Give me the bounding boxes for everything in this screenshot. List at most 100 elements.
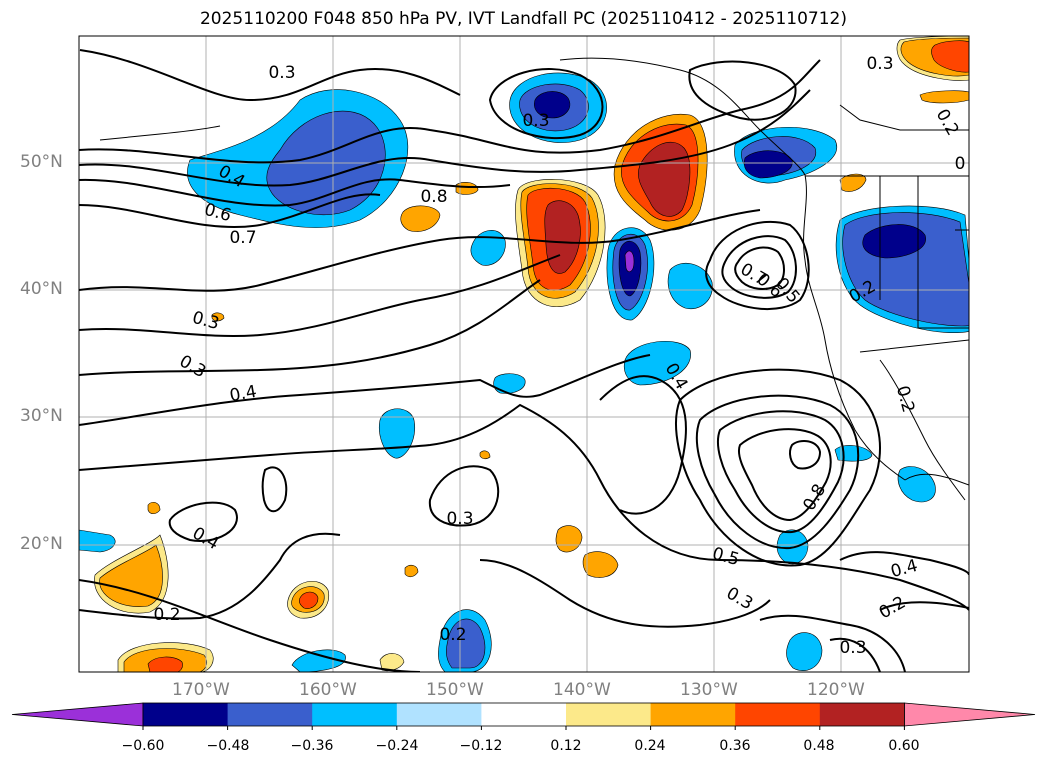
contour-label: 0.3 (446, 509, 473, 529)
pv-positive-region (404, 564, 419, 578)
lon-tick-label: 170°W (172, 680, 230, 700)
ivt-contour-line (79, 403, 969, 611)
colorbar-segment (396, 703, 482, 726)
pv-negative-region (79, 529, 116, 553)
ivt-contour-line (721, 235, 797, 299)
ivt-contour-line (79, 254, 561, 338)
plot-title: 2025110200 F048 850 hPa PV, IVT Landfall… (199, 9, 847, 29)
contour-label: 0.8 (420, 187, 447, 207)
colorbar-tick-label: 0.48 (803, 738, 835, 754)
pv-positive-region (919, 90, 969, 104)
ivt-contour-line (738, 428, 832, 522)
pv-positive-region (839, 173, 867, 192)
border (839, 104, 969, 131)
ivt-contour-line (829, 637, 881, 672)
colorbar-segment (819, 703, 905, 726)
colorbar-tick-label: −0.48 (206, 738, 250, 754)
pv-negative-region (862, 224, 926, 259)
colorbar-segment (650, 703, 736, 726)
coastline (99, 125, 221, 141)
ivt-contour-line (705, 220, 810, 311)
coastlines (99, 57, 969, 501)
lon-tick-label: 120°W (807, 680, 865, 700)
pv-negative-region (623, 340, 691, 386)
contour-label: 0.7 (229, 228, 256, 248)
pv-positive-region (582, 551, 619, 578)
pv-positive-region (211, 312, 225, 322)
ivt-contour-line (79, 89, 811, 187)
pv-positive-region (147, 501, 161, 515)
pv-shading-layer (79, 36, 969, 672)
contour-label: 0.3 (268, 63, 295, 83)
pv-positive-region (931, 40, 969, 73)
ivt-contour-line (716, 410, 845, 534)
ivt-contour-line (428, 465, 500, 527)
ivt-contour-line (675, 368, 881, 567)
pv-negative-region (786, 632, 823, 671)
ivt-contour-line (79, 279, 541, 376)
colorbar-tick-label: −0.24 (375, 738, 419, 754)
colorbar-tick-label: 0.60 (888, 738, 920, 754)
colorbar-tick-label: −0.60 (121, 738, 165, 754)
lat-tick-label: 20°N (20, 534, 63, 554)
colorbar-over-extension (904, 702, 1036, 727)
ivt-contour-line (79, 178, 511, 207)
ivt-contours (79, 49, 969, 672)
ivt-contour-line (759, 614, 906, 672)
ivt-contour-line (599, 375, 687, 515)
coastline (879, 359, 966, 501)
pv-positive-region (400, 205, 441, 232)
lon-tick-label: 140°W (553, 680, 611, 700)
ivt-contour-line (79, 532, 341, 620)
ivt-contour-line (488, 68, 604, 140)
ivt-contour-line (79, 49, 461, 102)
ivt-contour-line (79, 354, 651, 426)
ivt-contour-line (789, 439, 822, 470)
ivt-contour-line (695, 394, 860, 550)
ivt-contour-line (734, 246, 785, 290)
pv-negative-region (897, 466, 936, 503)
ivt-contour-line (479, 559, 771, 628)
contour-label: 0.2 (439, 625, 466, 645)
colorbar-segment (481, 703, 567, 726)
contour-label: 0.3 (839, 638, 866, 658)
lon-tick-label: 160°W (299, 680, 357, 700)
colorbar-segment (227, 703, 313, 726)
lat-tick-label: 30°N (20, 406, 63, 426)
colorbar-tick-label: −0.12 (459, 738, 503, 754)
pv-negative-region (291, 649, 346, 672)
contour-label: 0.2 (153, 605, 180, 625)
pv-negative-region (624, 250, 635, 273)
coastline (904, 473, 969, 486)
coastline (559, 57, 806, 176)
lon-tick-label: 130°W (680, 680, 738, 700)
pv-negative-region (743, 150, 793, 179)
lon-tick-label: 150°W (426, 680, 484, 700)
colorbar-segment (735, 703, 821, 726)
plot-frame (78, 35, 970, 673)
colorbar-tick-label: −0.36 (290, 738, 334, 754)
pv-positive-region (544, 200, 581, 274)
ivt-contour-line (168, 501, 238, 542)
pv-positive-region (99, 544, 163, 607)
colorbar-segment (143, 703, 229, 726)
pv-negative-region (470, 230, 506, 266)
pv-negative-region (446, 618, 486, 669)
pv-negative-region (534, 91, 571, 119)
coastline (803, 174, 906, 481)
ivt-contour-line (879, 601, 969, 611)
contour-label: 0.4 (228, 382, 258, 406)
colorbar-tick-label: 0.12 (550, 738, 582, 754)
contour-label: 0 (955, 154, 966, 174)
contour-label: 0.3 (866, 54, 893, 74)
ivt-contour-line (79, 579, 421, 672)
colorbar-segment (312, 703, 398, 726)
lat-tick-label: 50°N (20, 152, 63, 172)
ivt-contour-line (839, 551, 969, 576)
pv-positive-region (298, 591, 319, 609)
ivt-contour-line (261, 466, 288, 513)
pv-positive-region (479, 450, 491, 460)
ivt-contour-line (79, 59, 821, 164)
colorbar-under-extension (11, 702, 144, 727)
